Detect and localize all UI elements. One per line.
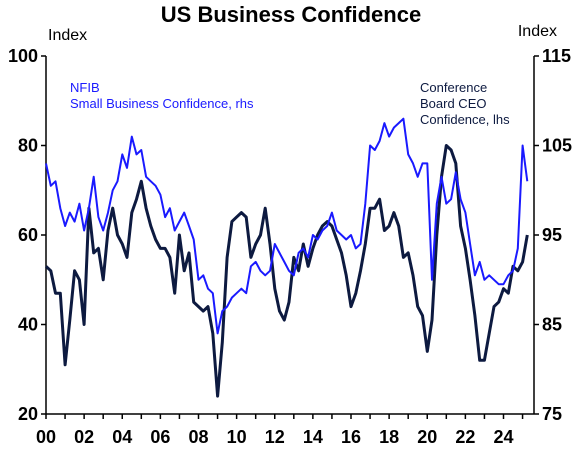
x-tick-label: 06 [150,427,170,447]
right-y-tick-label: 75 [542,404,562,424]
x-tick-label: 18 [379,427,399,447]
nfib-series-line [45,117,529,335]
left-y-tick-label: 100 [8,46,38,66]
x-tick-label: 24 [493,427,513,447]
right-y-tick-label: 95 [542,225,562,245]
left-y-tick-label: 20 [18,404,38,424]
legend-nfib-label: NFIB [70,80,100,95]
x-tick-label: 08 [188,427,208,447]
legend-ceo-label: Conference [420,80,487,95]
legend-ceo-label: Confidence, lhs [420,112,510,127]
x-tick-label: 04 [112,427,132,447]
ceo-confidence-series-line [44,144,529,398]
left-y-tick-label: 60 [18,225,38,245]
x-tick-label: 12 [265,427,285,447]
left-y-tick-label: 40 [18,315,38,335]
x-tick-label: 10 [227,427,247,447]
legend-nfib-label: Small Business Confidence, rhs [70,96,254,111]
x-tick-label: 14 [303,427,323,447]
right-axis-unit-label: Index [518,23,557,40]
left-axis-unit-label: Index [48,27,87,44]
left-y-tick-label: 80 [18,136,38,156]
x-tick-label: 00 [36,427,56,447]
chart-title: US Business Confidence [161,2,421,27]
x-tick-label: 02 [74,427,94,447]
right-y-tick-label: 85 [542,315,562,335]
legend-ceo-label: Board CEO [420,96,486,111]
right-y-tick-label: 115 [542,46,571,66]
right-y-tick-label: 105 [542,136,572,156]
x-tick-label: 20 [417,427,437,447]
series-layer [44,117,529,398]
x-tick-label: 16 [341,427,361,447]
x-tick-label: 22 [455,427,475,447]
axes-layer: 20 40 60 80 100 75 85 95 105 115 00 02 04 06 08 10 12 14 1… [8,46,572,447]
